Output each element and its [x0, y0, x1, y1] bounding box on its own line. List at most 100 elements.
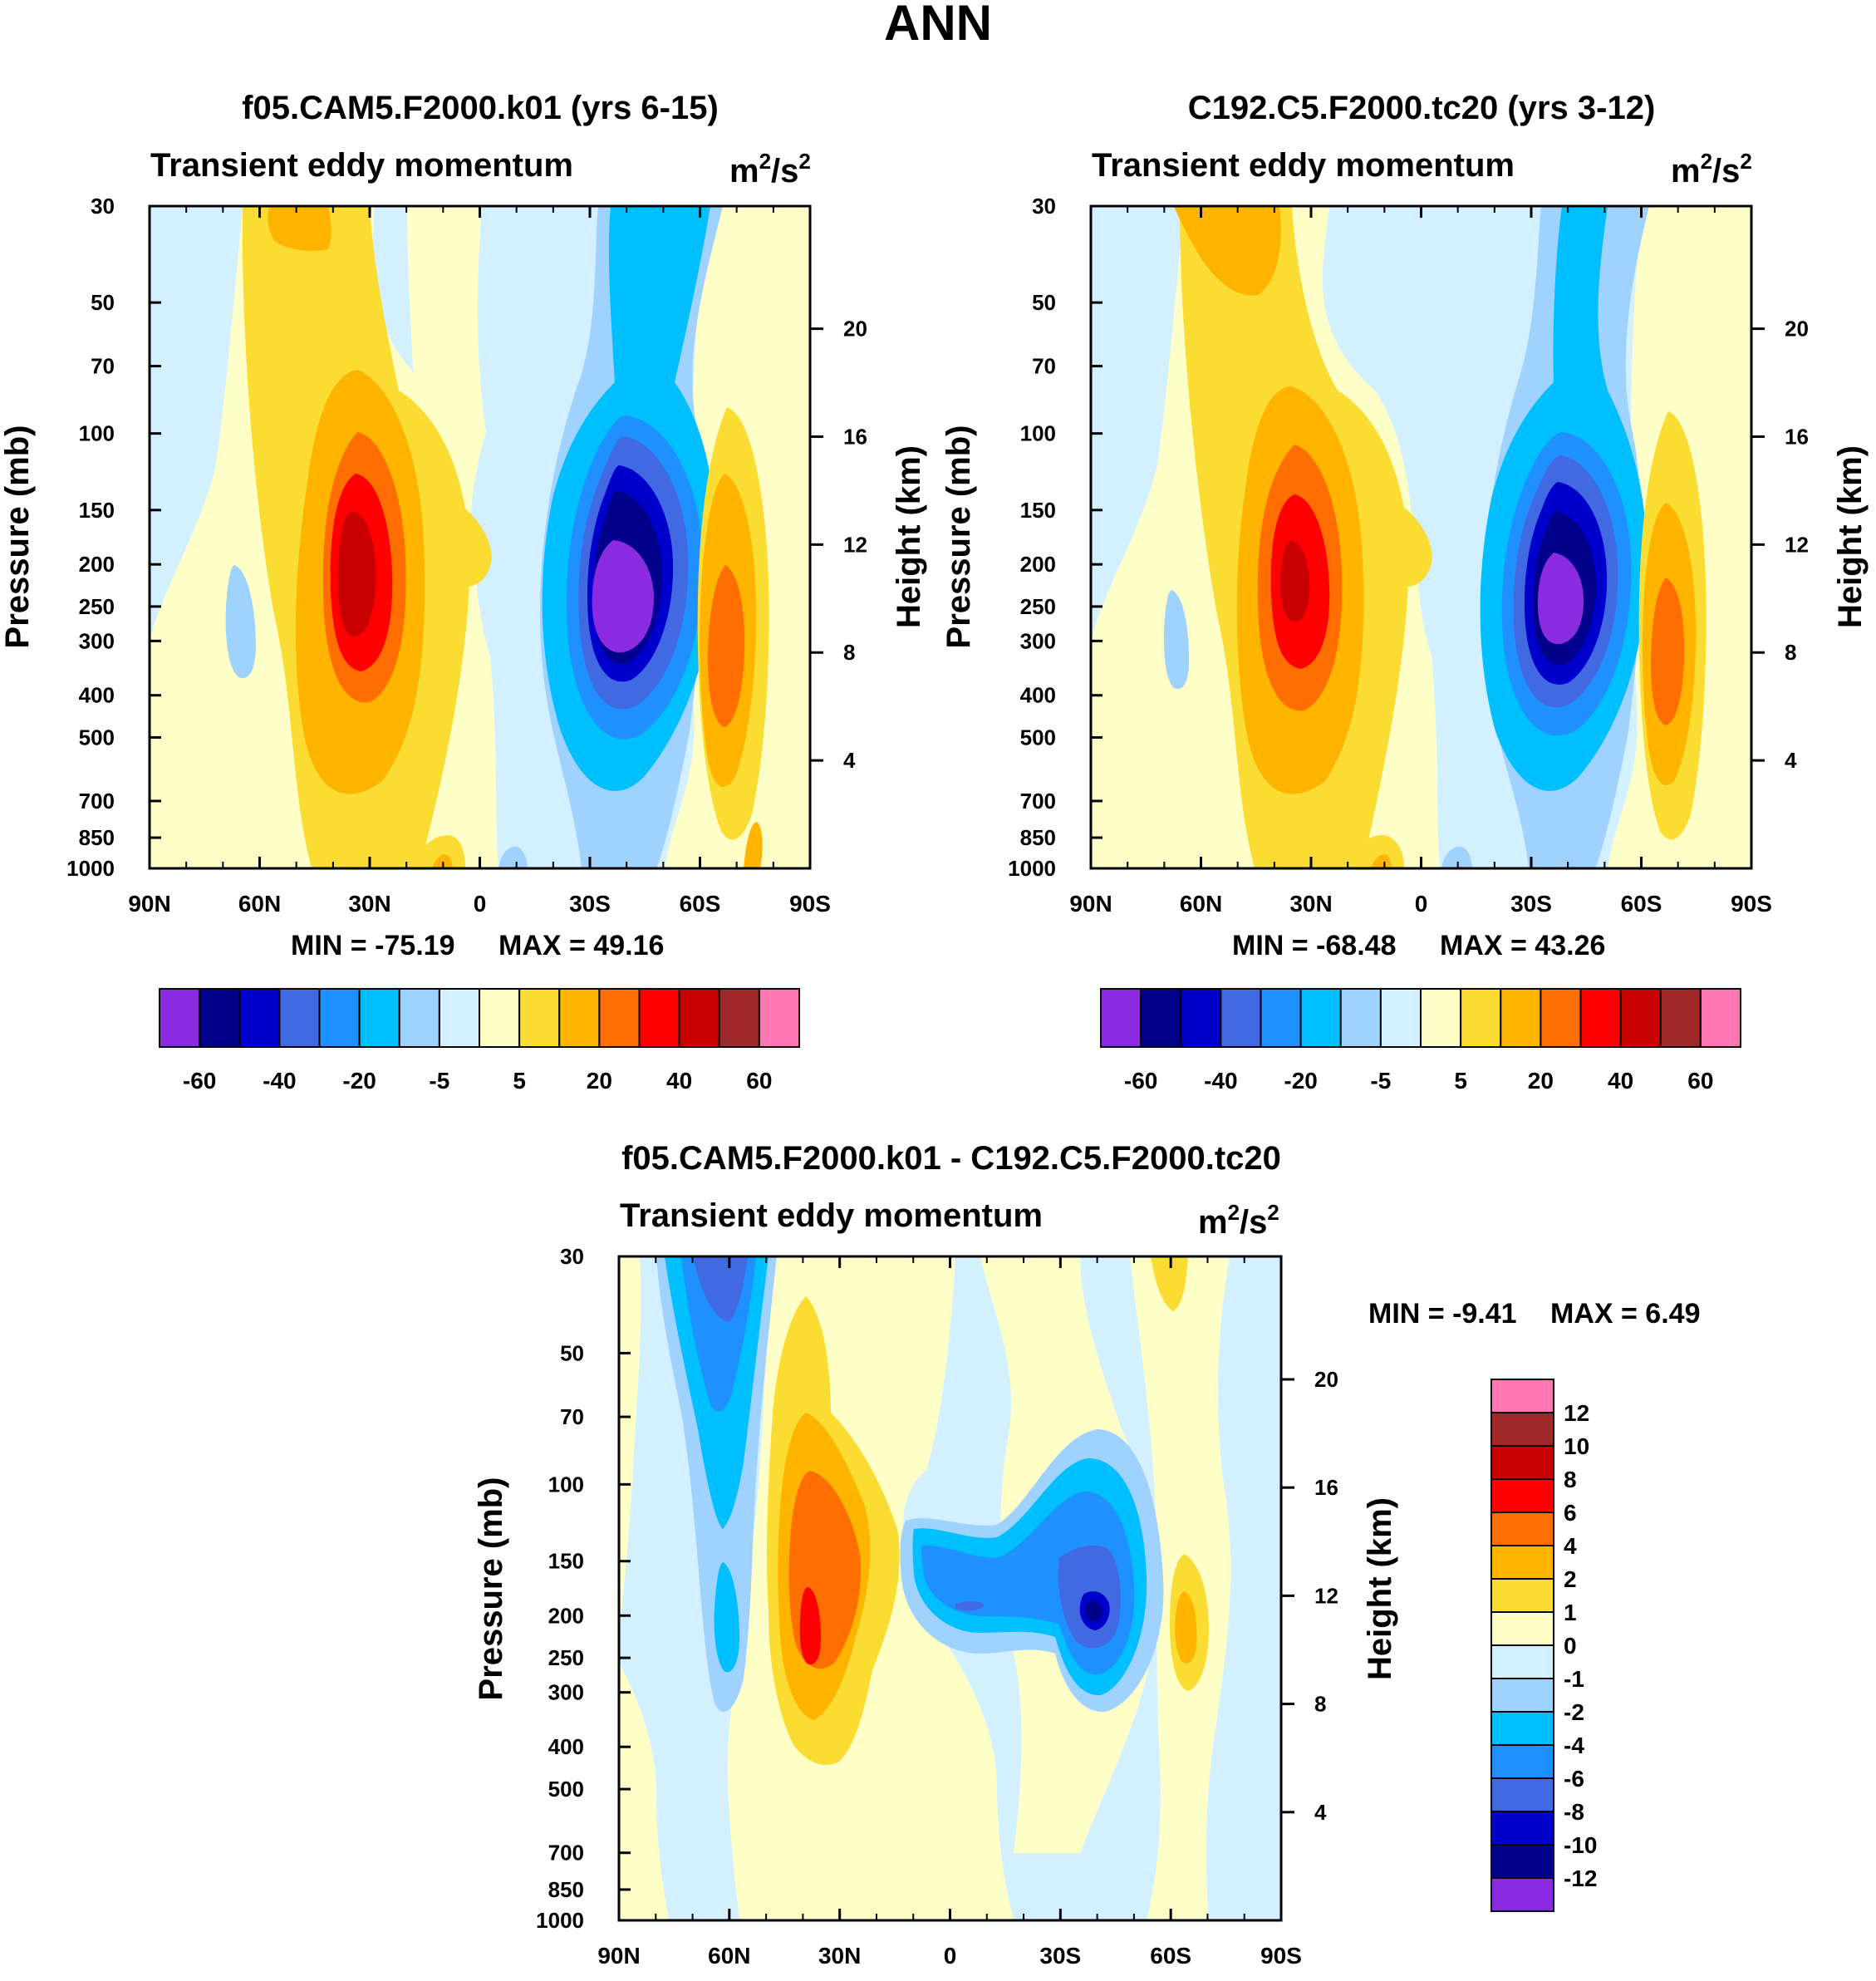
x-tick-label: 60S — [1621, 891, 1662, 917]
colorbar-swatch — [1490, 1412, 1554, 1447]
panel-2-contour-neg-core — [1537, 553, 1584, 645]
panel-1-units: m2/s2 — [729, 149, 811, 189]
panel-2-axes: 90N 60N 30N 0 30S 60S 90S 30 50 70 100 150 200 250 300… — [1008, 194, 1809, 917]
y-tick-label: 50 — [560, 1340, 584, 1365]
x-tick-label: 60N — [238, 891, 281, 917]
panel-1-contour-n-neg — [225, 565, 256, 679]
y-tick-label: 30 — [560, 1244, 584, 1269]
colorbar-swatch — [1490, 1478, 1554, 1513]
colorbar-swatch — [1490, 1379, 1554, 1413]
y-tick-label: 70 — [91, 354, 115, 379]
colorbar-swatch — [199, 988, 241, 1048]
colorbar-swatch — [1579, 988, 1622, 1048]
colorbar-label: -4 — [1564, 1733, 1584, 1758]
colorbar-label: -20 — [342, 1068, 376, 1094]
colorbar-swatch — [1460, 988, 1502, 1048]
colorbar-label: -40 — [263, 1068, 296, 1094]
x-tick-label: 60N — [708, 1943, 750, 1969]
colorbar-swatch — [1140, 988, 1182, 1048]
panel-1-ylabel2: Height (km) — [891, 445, 927, 628]
panel-diff-contour-pos6 — [799, 1587, 821, 1665]
y-tick-label: 100 — [1020, 421, 1056, 446]
colorbar-label: 40 — [1608, 1068, 1633, 1094]
y-tick-label: 1000 — [66, 856, 115, 881]
y-tick-label: 50 — [1032, 290, 1056, 315]
x-tick-label: 90S — [789, 891, 831, 917]
x-tick-label: 60S — [680, 891, 721, 917]
y2-tick-label: 20 — [1314, 1367, 1338, 1392]
panel-2-plot — [1091, 206, 1751, 868]
panel-1-contour-neg-core — [592, 540, 655, 653]
colorbar-swatch — [1490, 1578, 1554, 1613]
panel-1-contour-s-pos40 — [708, 565, 745, 727]
y-tick-label: 30 — [1032, 194, 1056, 219]
y-tick-label: 500 — [548, 1777, 584, 1802]
panel-diff-title: f05.CAM5.F2000.k01 - C192.C5.F2000.tc20 — [621, 1140, 1281, 1177]
colorbar-label: -6 — [1564, 1766, 1584, 1792]
y2-tick-label: 8 — [1314, 1692, 1326, 1717]
colorbar-label: 5 — [1454, 1068, 1467, 1094]
colorbar-label: -20 — [1284, 1068, 1317, 1094]
panel-diff-units: m2/s2 — [1198, 1200, 1279, 1241]
panel-diff-contour-pos0-e — [619, 1662, 669, 1920]
panel-2-contour-bot-pos2 — [1371, 854, 1392, 868]
colorbar-swatch — [358, 988, 400, 1048]
colorbar-swatch — [438, 988, 480, 1048]
x-tick-label: 90N — [128, 891, 170, 917]
y-tick-label: 500 — [1020, 725, 1056, 750]
panel-1: f05.CAM5.F2000.k01 (yrs 6-15) Transient … — [0, 90, 927, 1094]
x-tick-label: 0 — [944, 1943, 957, 1969]
colorbar-label: 0 — [1564, 1633, 1577, 1659]
colorbar-label: -10 — [1564, 1832, 1597, 1858]
panel-2-contour-s-pos40 — [1651, 578, 1685, 725]
y2-tick-label: 8 — [1785, 640, 1796, 665]
colorbar-label: -5 — [429, 1068, 449, 1094]
panel-1-subtitle: Transient eddy momentum — [150, 147, 573, 184]
x-tick-label: 90S — [1731, 891, 1772, 917]
figure-title: ANN — [884, 0, 992, 51]
panel-1-min-label: MIN = -75.19 — [291, 930, 454, 961]
y-tick-label: 700 — [79, 789, 115, 814]
panel-2-title: C192.C5.F2000.tc20 (yrs 3-12) — [1188, 90, 1656, 126]
colorbar-swatch — [1490, 1512, 1554, 1546]
panel-1-ylabel: Pressure (mb) — [0, 425, 36, 649]
y-tick-label: 300 — [79, 628, 115, 653]
colorbar-label: 40 — [666, 1068, 692, 1094]
colorbar-swatch — [1540, 988, 1582, 1048]
colorbar-label: 5 — [513, 1068, 526, 1094]
y2-tick-label: 12 — [843, 532, 867, 557]
colorbar-swatch — [1420, 988, 1462, 1048]
panel-2-max-label: MAX = 43.26 — [1440, 930, 1605, 961]
colorbar-swatch — [1490, 1844, 1554, 1879]
colorbar-label: -40 — [1204, 1068, 1237, 1094]
y-tick-label: 1000 — [1008, 856, 1056, 881]
colorbar-swatch — [1490, 1811, 1554, 1846]
panel-2-contour-pos40 — [1174, 206, 1281, 296]
y-tick-label: 150 — [1020, 498, 1056, 523]
y-tick-label: 150 — [548, 1549, 584, 1574]
panel-diff-contour-pos2-s — [1175, 1591, 1197, 1664]
x-tick-label: 90N — [1069, 891, 1112, 917]
colorbar-swatch — [678, 988, 720, 1048]
panel-diff-axes: 90N 60N 30N 0 30S 60S 90S 30 50 70 100 150 200 250 300… — [536, 1244, 1338, 1969]
colorbar-label: -1 — [1564, 1666, 1584, 1692]
panel-diff-subtitle: Transient eddy momentum — [620, 1197, 1043, 1234]
y-tick-label: 50 — [91, 290, 115, 315]
colorbar-swatch — [1500, 988, 1542, 1048]
colorbar-label: 12 — [1564, 1400, 1589, 1426]
panel-2-units: m2/s2 — [1671, 149, 1752, 189]
panel-diff-contour-pos1-top — [1151, 1256, 1188, 1311]
colorbar-label: 20 — [1528, 1068, 1554, 1094]
y2-tick-label: 4 — [1314, 1800, 1327, 1825]
colorbar-swatch — [638, 988, 680, 1048]
panel-diff-contour-pos0-a — [619, 1256, 641, 1629]
y-tick-label: 1000 — [536, 1908, 584, 1933]
panel-diff-contour-neg2-n2 — [714, 1562, 739, 1673]
y2-tick-label: 12 — [1314, 1583, 1338, 1608]
x-tick-label: 0 — [1415, 891, 1428, 917]
panel-1-contour-bot-pos2 — [432, 854, 453, 868]
y2-tick-label: 20 — [843, 317, 867, 342]
y-tick-label: 250 — [548, 1645, 584, 1670]
panel-2-subtitle: Transient eddy momentum — [1092, 147, 1515, 184]
